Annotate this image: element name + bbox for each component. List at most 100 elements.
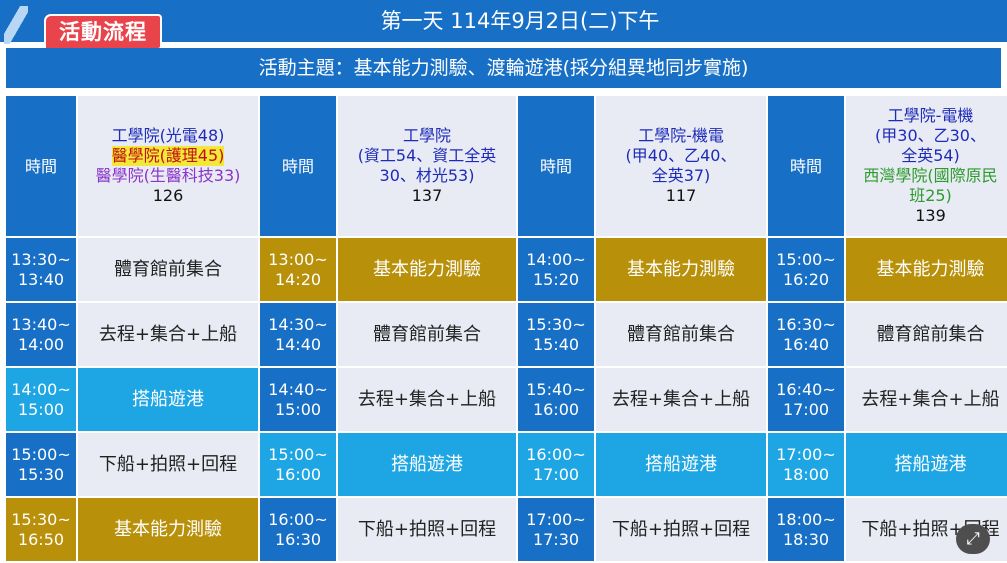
time-text: 15:40~ (526, 379, 586, 399)
time-text: 15:00~ (268, 444, 328, 464)
time-slot: 16:00~ 17:00 (518, 433, 594, 496)
time-slot: 14:30~ 14:40 (260, 303, 336, 366)
time-text: 14:00~ (526, 249, 586, 269)
activity-cell: 去程+集合+上船 (338, 368, 516, 431)
group-count: 126 (152, 186, 184, 205)
group-line: 醫學院(生醫科技33) (95, 166, 241, 185)
activity-theme: 活動主題：基本能力測驗、渡輪遊港(採分組異地同步實施) (258, 57, 749, 79)
time-text: 16:00~ (268, 509, 328, 529)
group-count: 139 (915, 206, 946, 225)
group-line: 全英37) (651, 166, 711, 185)
activity-cell: 下船+拍照+回程 (338, 498, 516, 561)
time-slot: 15:30~ 16:50 (6, 498, 76, 561)
time-text: 16:00 (274, 464, 322, 484)
time-text: 17:00 (532, 464, 580, 484)
activity-cell: 搭船遊港 (596, 433, 766, 496)
group-line: (資工54、資工全英 (357, 146, 497, 165)
time-header: 時間 (260, 96, 336, 236)
time-text: 15:30~ (526, 314, 586, 334)
activity-flow-tag: 活動流程 (44, 14, 162, 50)
activity-cell: 體育館前集合 (78, 238, 258, 301)
group-line: (甲40、乙40、 (625, 146, 737, 165)
activity-cell: 基本能力測驗 (338, 238, 516, 301)
time-text: 15:30 (17, 464, 65, 484)
activity-cell: 下船+拍照+回程 (596, 498, 766, 561)
time-slot: 14:00~ 15:20 (518, 238, 594, 301)
time-slot: 15:00~ 16:00 (260, 433, 336, 496)
group-header: 工學院 (資工54、資工全英 30、材光53) 137 (338, 96, 516, 236)
time-text: 17:30 (532, 529, 580, 549)
time-text: 14:00 (17, 334, 65, 354)
time-text: 16:00~ (526, 444, 586, 464)
time-text: 16:30 (274, 529, 322, 549)
group-header: 工學院-電機 (甲30、乙30、 全英54) 西灣學院(國際原民 班25) 139 (846, 96, 1007, 236)
activity-cell: 搭船遊港 (846, 433, 1007, 496)
expand-icon[interactable]: ⤢ (956, 524, 990, 554)
header-bar (0, 0, 1007, 42)
group-header: 工學院(光電48) 醫學院(護理45) 醫學院(生醫科技33) 126 (78, 96, 258, 236)
time-text: 15:00~ (776, 249, 836, 269)
time-slot: 16:30~ 16:40 (768, 303, 844, 366)
time-text: 14:20 (274, 269, 322, 289)
time-text: 17:00~ (526, 509, 586, 529)
time-text: 13:40 (17, 269, 65, 289)
activity-cell: 去程+集合+上船 (78, 303, 258, 366)
activity-cell: 基本能力測驗 (846, 238, 1007, 301)
group-line: (甲30、乙30、 (875, 126, 986, 145)
time-text: 16:40 (782, 334, 830, 354)
activity-cell: 去程+集合+上船 (846, 368, 1007, 431)
time-text: 18:30 (782, 529, 830, 549)
time-slot: 18:00~ 18:30 (768, 498, 844, 561)
time-text: 15:00~ (11, 444, 71, 464)
activity-cell: 基本能力測驗 (78, 498, 258, 561)
day-title: 第一天 114年9月2日(二)下午 (380, 9, 660, 33)
time-text: 18:00~ (776, 509, 836, 529)
schedule-table: 時間 工學院(光電48) 醫學院(護理45) 醫學院(生醫科技33) 126 時間 工學院(… (6, 96, 1007, 561)
time-slot: 13:30~ 13:40 (6, 238, 76, 301)
activity-cell: 體育館前集合 (338, 303, 516, 366)
time-slot: 13:40~ 14:00 (6, 303, 76, 366)
time-text: 13:00~ (268, 249, 328, 269)
time-text: 15:00 (274, 399, 322, 419)
time-text: 13:40~ (11, 314, 71, 334)
time-header: 時間 (768, 96, 844, 236)
group-count: 117 (665, 186, 697, 205)
time-text: 17:00~ (776, 444, 836, 464)
time-text: 17:00 (782, 399, 830, 419)
group-line: 西灣學院(國際原民 (863, 166, 998, 185)
time-slot: 14:40~ 15:00 (260, 368, 336, 431)
time-slot: 17:00~ 18:00 (768, 433, 844, 496)
time-header: 時間 (6, 96, 76, 236)
group-line: 工學院 (402, 126, 451, 145)
time-slot: 14:00~ 15:00 (6, 368, 76, 431)
time-slot: 15:40~ 16:00 (518, 368, 594, 431)
activity-cell: 下船+拍照+回程 (78, 433, 258, 496)
time-text: 15:00 (17, 399, 65, 419)
time-slot: 16:00~ 16:30 (260, 498, 336, 561)
activity-cell: 基本能力測驗 (596, 238, 766, 301)
time-text: 18:00 (782, 464, 830, 484)
time-slot: 13:00~ 14:20 (260, 238, 336, 301)
time-slot: 15:00~ 15:30 (6, 433, 76, 496)
time-slot: 16:40~ 17:00 (768, 368, 844, 431)
time-text: 16:30~ (776, 314, 836, 334)
time-text: 16:20 (782, 269, 830, 289)
time-text: 14:30~ (268, 314, 328, 334)
group-header: 工學院-機電 (甲40、乙40、 全英37) 117 (596, 96, 766, 236)
time-text: 14:40 (274, 334, 322, 354)
time-slot: 15:30~ 15:40 (518, 303, 594, 366)
time-text: 15:20 (532, 269, 580, 289)
decorative-stripe (4, 6, 28, 44)
group-line: 30、材光53) (379, 166, 475, 185)
time-text: 14:00~ (11, 379, 71, 399)
time-text: 16:40~ (776, 379, 836, 399)
time-header: 時間 (518, 96, 594, 236)
activity-cell: 去程+集合+上船 (596, 368, 766, 431)
group-count: 137 (411, 186, 443, 205)
group-line: 工學院-機電 (638, 126, 724, 145)
time-slot: 15:00~ 16:20 (768, 238, 844, 301)
theme-bar: 活動主題：基本能力測驗、渡輪遊港(採分組異地同步實施) (6, 48, 1001, 88)
activity-cell: 搭船遊港 (338, 433, 516, 496)
group-line: 班25) (909, 186, 952, 205)
time-text: 16:50 (17, 529, 65, 549)
